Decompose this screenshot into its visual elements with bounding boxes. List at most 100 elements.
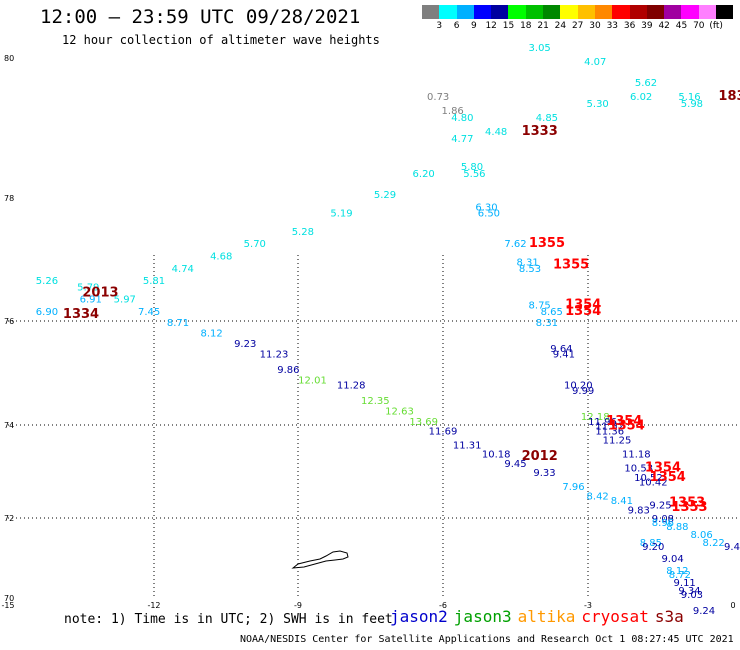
legend-label: 21 xyxy=(537,21,549,31)
legend-swatch xyxy=(664,5,682,19)
wave-height-values: 5.26 5.79 6.91 6.90 5.97 5.81 7.45 4.74 8.71 4.68… xyxy=(36,43,740,617)
legend-swatch xyxy=(456,5,474,19)
legend-label: 45 xyxy=(675,21,688,31)
wave-height-label: 8.41 xyxy=(611,496,633,507)
wave-height-label: 6.30 xyxy=(475,202,497,213)
legend-swatch xyxy=(594,5,613,19)
satellite-legend: jason2 jason3 altika cryosat s3a xyxy=(390,607,690,626)
pass-time-label: 1355 xyxy=(529,236,565,251)
wave-height-label: 9.20 xyxy=(642,542,664,553)
wave-height-label: 9.25 xyxy=(649,501,671,512)
pass-time-label: 1354 xyxy=(609,419,645,434)
wave-height-label: 11.96 xyxy=(588,417,617,428)
wave-height-label: 5.62 xyxy=(635,78,657,89)
satellite-name-s3a: s3a xyxy=(654,607,684,626)
wave-height-label: 4.77 xyxy=(451,134,473,145)
wave-height-label: 7.45 xyxy=(138,307,160,318)
wave-height-label: 8.42 xyxy=(587,491,609,502)
latitude-tick-label: 78 xyxy=(4,194,14,203)
wave-height-label: 9.4 xyxy=(724,542,740,553)
latitude-tick-label: 76 xyxy=(4,317,14,326)
wave-height-label: 5.16 xyxy=(678,92,700,103)
legend-swatch xyxy=(681,5,699,19)
wave-height-label: 9.99 xyxy=(572,386,594,397)
wave-height-label: 9.64 xyxy=(550,344,572,355)
wave-height-label: 5.97 xyxy=(114,295,136,306)
wave-height-label: 8.96 xyxy=(652,518,674,529)
legend-swatch xyxy=(525,5,544,19)
wave-height-label: 3.05 xyxy=(529,43,551,54)
legend-swatch xyxy=(543,5,561,19)
longitude-tick-label: -6 xyxy=(439,601,447,610)
satellite-name-jason2: jason2 xyxy=(390,607,448,626)
wave-height-label: 9.41 xyxy=(553,349,575,360)
legend-swatch xyxy=(698,5,717,19)
longitude-tick-label: -3 xyxy=(584,601,592,610)
wave-height-label: 5.56 xyxy=(463,169,485,180)
legend-label: 33 xyxy=(606,21,619,31)
wave-height-label: 6.02 xyxy=(630,92,652,103)
wave-height-label: 6.50 xyxy=(478,208,500,219)
wave-height-label: 8.12 xyxy=(200,329,222,340)
legend-label: 6 xyxy=(453,21,460,31)
wave-height-label: 6.91 xyxy=(80,295,102,306)
wave-height-label: 9.11 xyxy=(674,578,696,589)
pass-time-label: 1354 xyxy=(645,461,681,476)
longitude-tick-label: 0 xyxy=(730,601,735,610)
wave-height-label: 4.07 xyxy=(584,57,606,68)
legend-label: 12 xyxy=(485,21,497,31)
latitude-tick-label: 72 xyxy=(4,514,14,523)
wave-height-label: 10.20 xyxy=(564,381,593,392)
wave-height-label: 9.86 xyxy=(277,365,299,376)
wave-height-label: 5.98 xyxy=(681,99,703,110)
wave-height-label: 12.35 xyxy=(361,396,390,407)
legend-swatch xyxy=(560,5,578,19)
legend-swatch xyxy=(629,5,647,19)
wave-height-label: 12.01 xyxy=(298,375,327,386)
wave-height-label: 11.28 xyxy=(337,381,366,392)
legend-label: 3 xyxy=(436,21,443,31)
legend-label: 36 xyxy=(623,21,636,31)
legend-label: 24 xyxy=(554,21,567,31)
legend-swatch xyxy=(646,5,665,19)
wave-height-label: 10.18 xyxy=(482,450,511,461)
pass-time-labels: 2013133413331831355135513541354201213541… xyxy=(63,89,740,515)
wave-height-label: 9.33 xyxy=(533,468,555,479)
wave-height-label: 8.53 xyxy=(519,264,541,275)
credit-line: NOAA/NESDIS Center for Satellite Applica… xyxy=(240,634,734,645)
pass-time-label: 2013 xyxy=(82,285,118,300)
pass-time-label: 183 xyxy=(718,89,740,104)
wave-height-label: 4.68 xyxy=(210,252,232,263)
wave-height-label: 11.69 xyxy=(429,426,458,437)
wave-height-label: 1.86 xyxy=(442,106,464,117)
pass-time-label: 1354 xyxy=(606,414,642,429)
wave-height-label: 11.31 xyxy=(453,440,482,451)
wave-height-label: 8.06 xyxy=(690,530,712,541)
legend-label: 15 xyxy=(502,21,515,31)
wave-height-label: 11.36 xyxy=(595,426,624,437)
wave-height-label: 11.23 xyxy=(260,349,289,360)
longitude-tick-label: -15 xyxy=(1,601,14,610)
wave-height-label: 7.96 xyxy=(562,482,584,493)
legend-swatch xyxy=(473,5,492,19)
wave-height-label: 10.53 xyxy=(624,464,653,475)
legend-label: 30 xyxy=(589,21,601,31)
legend-swatch xyxy=(612,5,630,19)
wave-height-label: 4.74 xyxy=(172,264,194,275)
pass-time-label: 1353 xyxy=(671,500,707,515)
wave-height-label: 5.19 xyxy=(330,208,352,219)
legend-swatch xyxy=(439,5,457,19)
wave-height-label: 8.22 xyxy=(703,538,725,549)
wave-height-label: 8.85 xyxy=(640,538,662,549)
latitude-tick-label: 80 xyxy=(4,54,14,63)
latitude-tick-label: 74 xyxy=(4,421,14,430)
wave-height-label: 4.85 xyxy=(536,113,558,124)
wave-height-label: 13.69 xyxy=(409,417,438,428)
map-axis-ticks: -15 -12 -9 -6 -3 0 80 78 76 74 72 70 xyxy=(1,54,735,610)
wave-height-label: 5.30 xyxy=(587,99,609,110)
legend-swatch xyxy=(716,5,734,19)
wave-height-label: 6.90 xyxy=(36,307,58,318)
legend-label: 18 xyxy=(520,21,532,31)
wave-height-label: 8.71 xyxy=(167,318,189,329)
satellite-name-jason3: jason3 xyxy=(453,607,512,626)
